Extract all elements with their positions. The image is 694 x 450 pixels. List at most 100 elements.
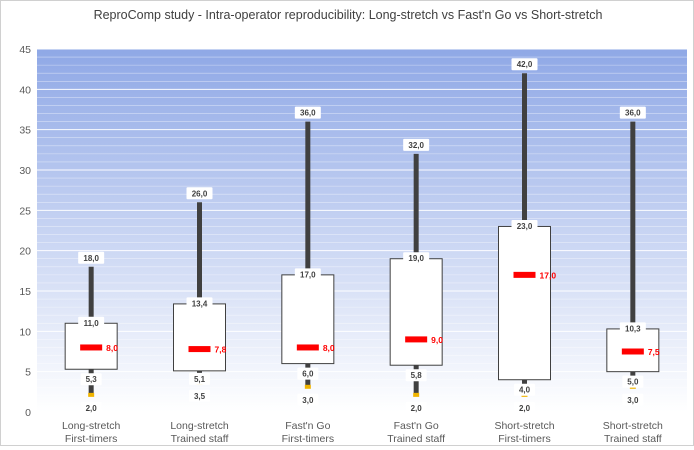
box-4: 9,0 32,0 19,0 5,8 2,0	[389, 138, 443, 414]
value-label-text: 17,0	[300, 270, 316, 279]
value-label-bg	[294, 268, 321, 281]
value-label-text: 11,0	[84, 319, 100, 328]
value-label-bg	[403, 252, 430, 265]
value-label-bg	[514, 383, 535, 396]
q3-label: 13,4	[186, 297, 213, 310]
median-label: 7,5	[648, 347, 660, 357]
value-label-text: 2,0	[411, 404, 423, 413]
value-label-text: 5,0	[627, 378, 639, 387]
x-category-label-line2: First-timers	[65, 433, 118, 445]
y-tick-label: 5	[25, 367, 31, 379]
min-marker	[413, 392, 420, 397]
q1-label: 5,0	[622, 375, 644, 388]
x-category-label-line1: Fast'n Go	[394, 420, 439, 432]
q3-label: 19,0	[403, 252, 430, 265]
value-label-bg	[403, 138, 430, 151]
x-category-label-line2: Trained staff	[604, 433, 662, 445]
max-label: 32,0	[403, 138, 430, 151]
min-label: 2,0	[405, 401, 427, 414]
max-label: 18,0	[78, 251, 105, 264]
median-label: 17,0	[540, 270, 557, 280]
value-label-text: 18,0	[83, 254, 99, 263]
y-tick-label: 30	[19, 165, 31, 177]
box-6: 7,5 36,0 10,3 5,0 3,0	[606, 106, 660, 406]
q1-label: 5,3	[80, 373, 102, 386]
min-label: 3,0	[622, 393, 644, 406]
value-label-text: 5,1	[194, 375, 206, 384]
max-label: 36,0	[619, 106, 646, 119]
median-bar	[621, 348, 644, 355]
gridlines	[37, 48, 687, 413]
q3-label: 10,3	[619, 322, 646, 335]
value-label-bg	[622, 375, 644, 388]
value-label-bg	[186, 187, 213, 200]
value-label-text: 2,0	[519, 404, 531, 413]
value-label-text: 13,4	[192, 299, 208, 308]
median-bar	[405, 336, 428, 343]
q3-label: 11,0	[78, 316, 105, 329]
x-axis-category-labels: Long-stretchFirst-timersLong-stretchTrai…	[62, 420, 663, 445]
q1-label: 5,8	[405, 369, 427, 382]
value-label-text: 3,0	[627, 396, 639, 405]
value-label-bg	[78, 316, 105, 329]
value-label-text: 5,8	[411, 371, 423, 380]
box-2: 7,8 26,0 13,4 5,1 3,5	[173, 187, 227, 402]
value-label-bg	[405, 401, 427, 414]
value-label-text: 10,3	[625, 324, 641, 333]
value-label-bg	[80, 373, 102, 386]
x-category-label-line2: Trained staff	[171, 433, 229, 445]
value-label-bg	[297, 393, 319, 406]
x-category-label-line2: Trained staff	[387, 433, 445, 445]
median-bar	[188, 346, 211, 353]
box-3: 8,0 36,0 17,0 6,0 3,0	[281, 106, 335, 406]
value-label-bg	[511, 219, 538, 232]
y-tick-label: 10	[19, 326, 31, 338]
max-label: 26,0	[186, 187, 213, 200]
x-category-label-line1: Fast'n Go	[285, 420, 330, 432]
y-tick-label: 25	[19, 205, 31, 217]
value-label-bg	[297, 367, 319, 380]
x-category-label-line1: Long-stretch	[62, 420, 121, 432]
chart-title: ReproComp study - Intra-operator reprodu…	[93, 8, 603, 22]
value-label-bg	[186, 297, 213, 310]
median-label: 8,0	[323, 343, 335, 353]
y-tick-label: 20	[19, 246, 31, 258]
value-label-bg	[622, 393, 644, 406]
value-label-text: 3,0	[302, 396, 314, 405]
iqr-box	[389, 258, 443, 366]
median-bar	[513, 271, 536, 278]
box-1: 8,0 18,0 11,0 5,3 2,0	[64, 251, 118, 414]
iqr-box	[606, 328, 660, 373]
value-label-text: 36,0	[300, 109, 316, 118]
q1-label: 5,1	[189, 372, 210, 385]
box-5: 17,0 42,0 23,0 4,0 2,0	[498, 58, 557, 414]
median-label: 7,8	[215, 345, 227, 355]
q1-label: 4,0	[514, 383, 535, 396]
median-label: 9,0	[431, 335, 443, 345]
min-label: 3,0	[297, 393, 319, 406]
value-label-text: 4,0	[519, 386, 531, 395]
value-label-bg	[189, 372, 210, 385]
value-label-text: 3,5	[194, 392, 206, 401]
min-marker	[304, 384, 311, 389]
value-label-text: 26,0	[192, 189, 208, 198]
value-label-text: 5,3	[86, 375, 98, 384]
max-label: 42,0	[511, 58, 538, 71]
plot-area-background	[37, 49, 687, 412]
y-tick-label: 35	[19, 125, 31, 137]
value-label-bg	[514, 401, 535, 414]
iqr-box	[498, 225, 551, 381]
value-label-bg	[78, 251, 105, 264]
median-bar	[80, 344, 103, 351]
q1-label: 6,0	[297, 367, 319, 380]
y-tick-label: 15	[19, 286, 31, 298]
value-label-bg	[294, 106, 321, 119]
value-label-bg	[619, 322, 646, 335]
value-label-text: 36,0	[625, 109, 641, 118]
x-category-label-line2: First-timers	[282, 433, 335, 445]
y-tick-label: 40	[19, 84, 31, 96]
min-label: 2,0	[514, 401, 535, 414]
iqr-box	[173, 303, 226, 372]
